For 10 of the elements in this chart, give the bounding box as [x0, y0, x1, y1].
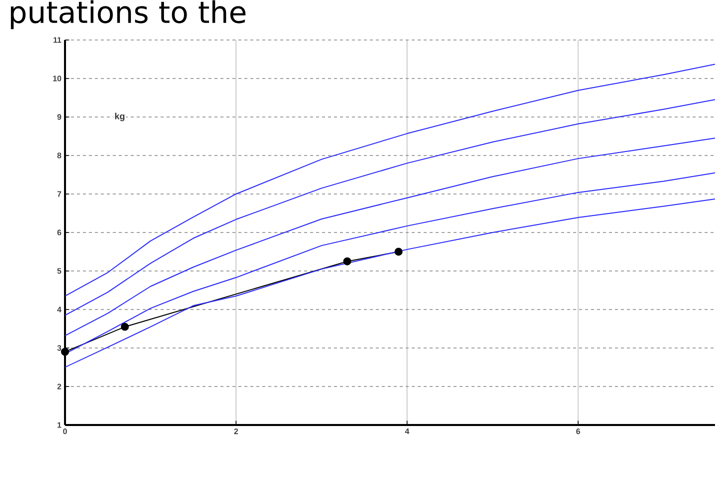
line-series	[65, 64, 715, 297]
chart-title: putations to the	[10, 0, 246, 30]
line-series	[65, 138, 715, 336]
point	[120, 322, 129, 331]
point	[394, 248, 403, 256]
y-axis-title: kg	[115, 112, 124, 122]
point	[343, 257, 352, 266]
line-series	[65, 99, 715, 316]
line-series	[65, 198, 715, 368]
point	[61, 348, 69, 356]
